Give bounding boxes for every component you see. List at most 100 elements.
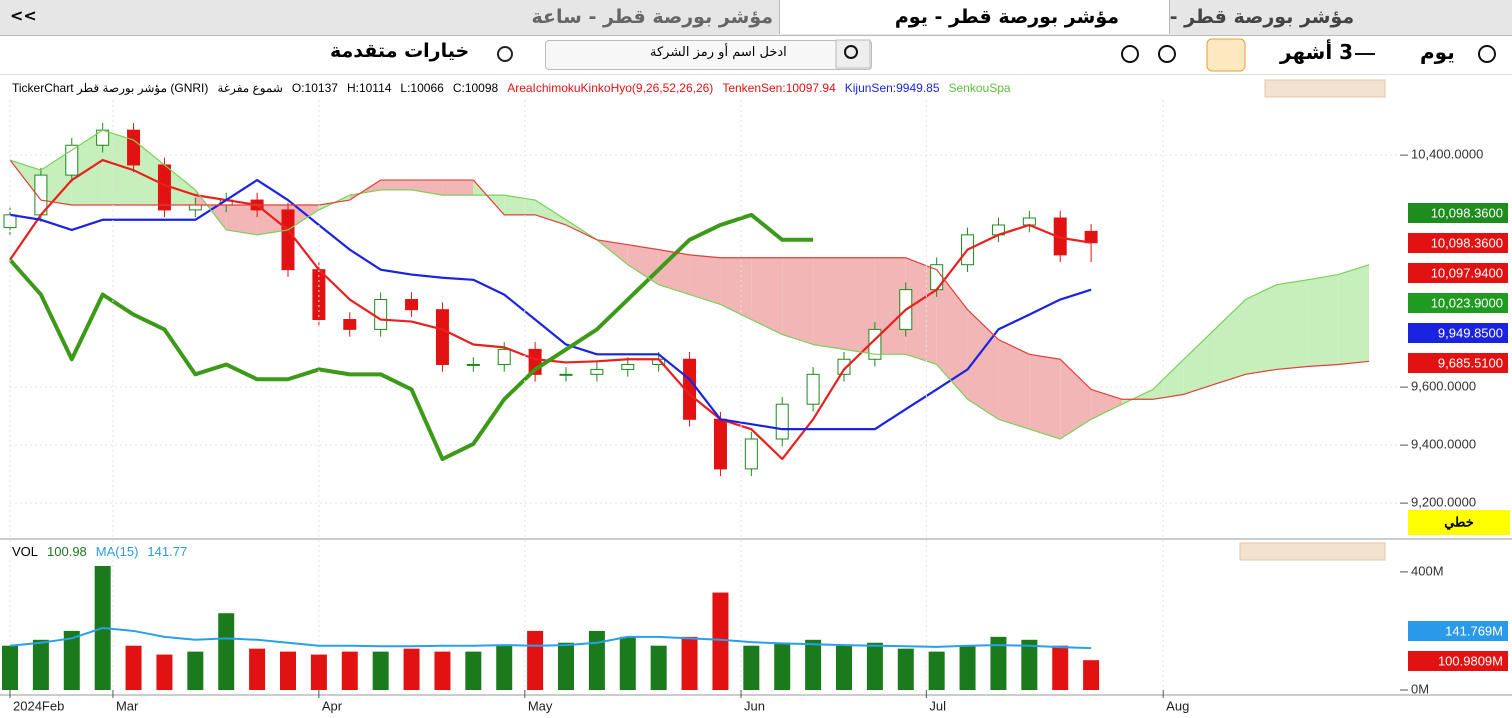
cloud-segment: [102, 130, 134, 205]
cloud-segment: [1307, 274, 1339, 367]
legend-close: C:10098: [452, 81, 499, 95]
legend-indicator: AreaIchimokuKinkoHyo(9,26,52,26,26): [507, 81, 714, 95]
axis-tag-label: خطي: [1444, 514, 1474, 530]
candle-body: [713, 418, 727, 470]
y-tick-label: 0M: [1411, 681, 1429, 696]
icon: [1158, 45, 1176, 63]
volume-bar: [496, 645, 513, 690]
cloud-segment: [627, 244, 659, 285]
candle-body: [1053, 217, 1067, 256]
cloud-segment: [1122, 389, 1153, 405]
cloud-segment: [596, 239, 628, 265]
tab[interactable]: مؤشر بورصة قطر - ساعة: [350, 0, 780, 34]
line: [9, 158, 1092, 461]
search-box[interactable]: [545, 40, 872, 70]
cloud-segment: [535, 200, 566, 225]
cloud-segment: [782, 257, 814, 345]
period[interactable]: 3 أشهر: [1280, 40, 1354, 64]
candle-body: [744, 438, 758, 470]
ma-name: MA(15): [95, 544, 139, 559]
back-button[interactable]: <<: [10, 6, 37, 25]
price-tag-label: 10,098.3600: [1431, 235, 1503, 250]
candle-body: [1022, 217, 1036, 226]
price-tag: [1408, 233, 1508, 253]
volume-bar: [434, 651, 451, 690]
legend-open: O:10137: [291, 81, 338, 95]
cloud-segment: [318, 195, 350, 210]
axis-tag: [1408, 510, 1510, 535]
price-tag: [1408, 263, 1508, 283]
advanced-options[interactable]: خيارات متقدمة: [330, 40, 470, 62]
candle-body: [312, 269, 326, 321]
price-tag-label: 9,949.8500: [1438, 325, 1503, 340]
tab[interactable]: مؤشر بورصة قطر - يوم: [1170, 0, 1512, 34]
candle-body: [281, 209, 295, 271]
cloud-segment: [288, 204, 319, 230]
cloud-segment: [473, 180, 505, 215]
cloud-segment: [658, 249, 690, 295]
interval[interactable]: يوم: [1420, 40, 1455, 64]
legend-style: شموع مفرغة: [217, 81, 283, 95]
price-tag: [1408, 323, 1508, 343]
candle-body: [3, 214, 17, 229]
cloud-segment: [1214, 299, 1246, 385]
candle-body: [806, 373, 820, 405]
volume-bar: [897, 648, 914, 690]
x-tick-label: Aug: [1166, 698, 1189, 713]
panel-controls: [1239, 542, 1386, 561]
icon: [844, 45, 858, 59]
volume-bar: [836, 645, 852, 690]
line: [8, 212, 814, 462]
cloud-segment: [1029, 354, 1061, 440]
tab-active[interactable]: مؤشر بورصة قطر - يوم: [780, 0, 1170, 34]
candle-body: [961, 234, 975, 266]
search-placeholder: ادخل اسم أو رمز الشركة: [650, 45, 787, 60]
volume-bar: [558, 642, 574, 690]
candle-body: [127, 129, 141, 166]
line: [9, 178, 1092, 431]
volume-bar: [588, 630, 605, 690]
cloud-segment: [71, 130, 103, 205]
volume-bar: [619, 636, 636, 690]
cloud-segment: [133, 140, 165, 205]
legend-source: TickerChart مؤشر بورصة قطر (GNRI): [12, 81, 209, 95]
price-tag-label: 9,685.5100: [1438, 355, 1503, 370]
volume-bar: [465, 651, 482, 690]
candle-body: [466, 363, 480, 366]
volume-bar: [94, 565, 111, 690]
candle-body: [374, 299, 388, 330]
y-tick-label: 400M: [1411, 563, 1444, 578]
line: [9, 159, 1370, 400]
cloud-segment: [844, 257, 875, 355]
volume-bar: [249, 648, 266, 690]
price-tag: [1408, 293, 1508, 313]
x-tick-label: Mar: [116, 698, 139, 713]
legend-senkou: SenkouSpa: [948, 81, 1011, 95]
cloud-segment: [1091, 389, 1122, 420]
volume-bar: [681, 636, 698, 690]
panel-controls: [1264, 79, 1386, 98]
cloud-segment: [442, 180, 474, 196]
cloud-segment: [1276, 279, 1308, 370]
draw-button[interactable]: [1206, 38, 1246, 72]
price-tag-label: 10,097.9400: [1431, 265, 1503, 280]
legend: TickerChart مؤشر بورصة قطر (GNRI) شموع م…: [12, 81, 1011, 95]
volume-bar: [310, 654, 327, 690]
candle-body: [435, 309, 449, 365]
candle-body: [65, 144, 79, 176]
toolbar-icons: [497, 38, 1496, 72]
cloud-segment: [566, 219, 597, 240]
candle-body: [188, 204, 202, 211]
cloud-segment: [905, 257, 937, 365]
volume-bar: [218, 613, 235, 690]
legend-low: L:10066: [400, 81, 444, 95]
volume-bar: [280, 651, 296, 690]
price-tag: [1408, 621, 1508, 641]
search-button[interactable]: [835, 39, 871, 69]
candle-body: [775, 403, 789, 440]
candle-body: [96, 129, 110, 146]
cloud-segment: [874, 257, 906, 355]
volume-bar: [1083, 660, 1100, 690]
candle-body: [930, 264, 944, 291]
